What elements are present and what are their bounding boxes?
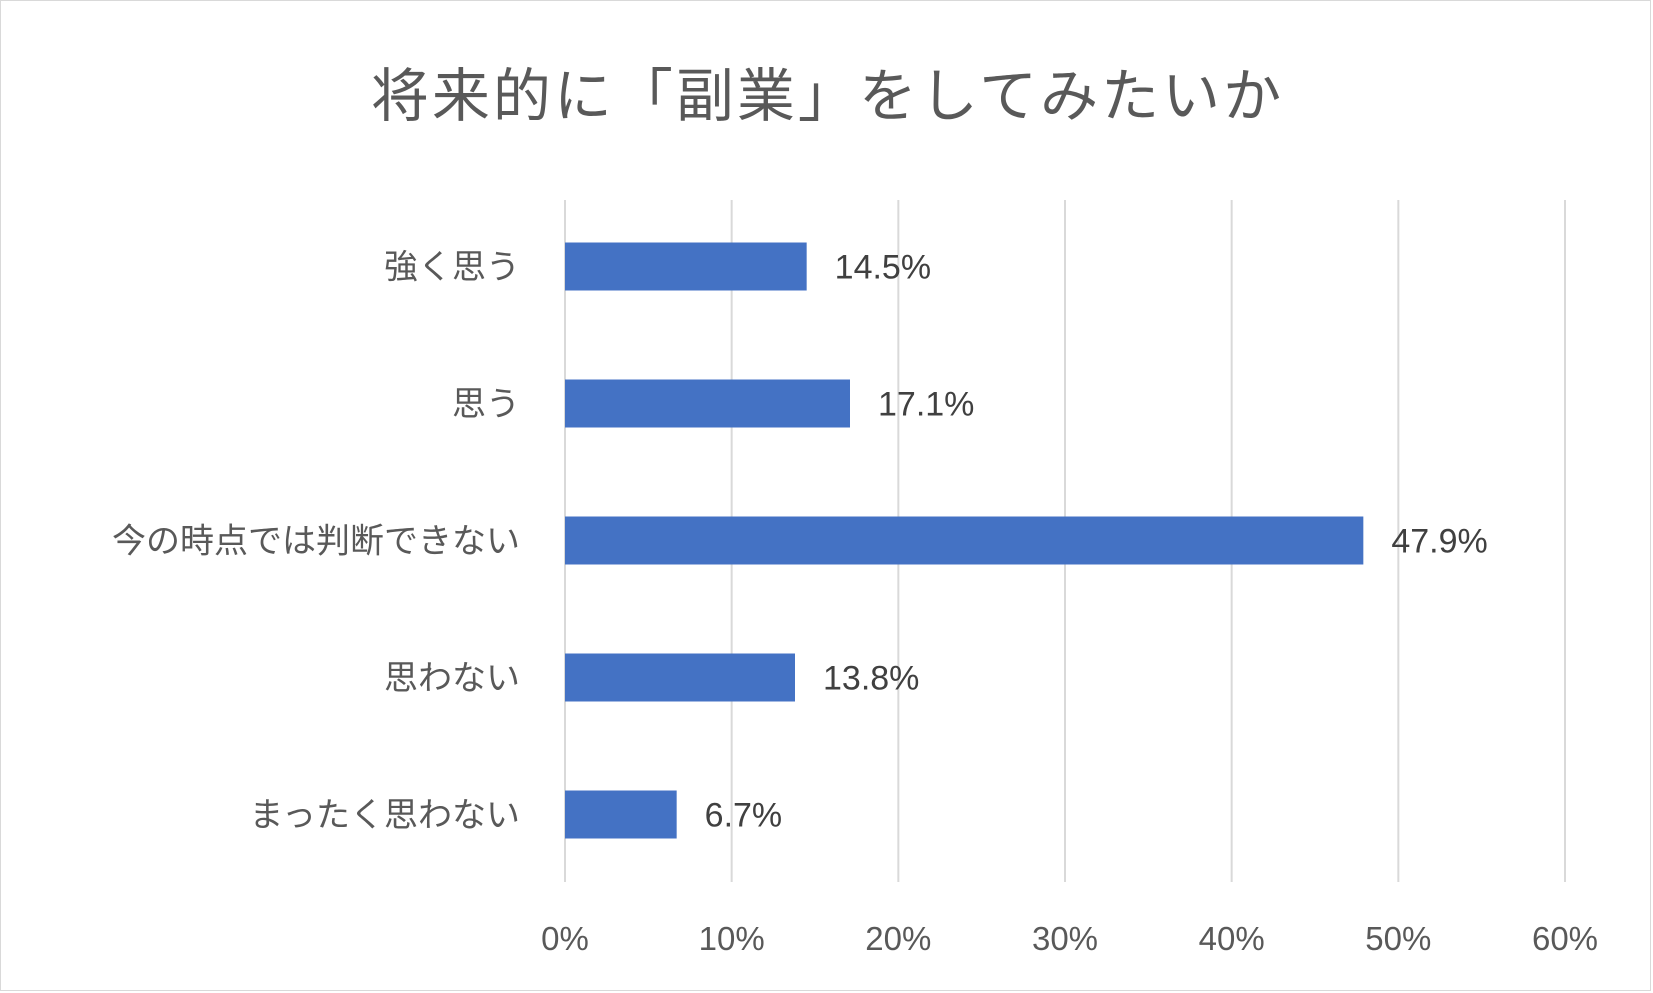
data-label: 13.8% bbox=[823, 660, 919, 698]
bar bbox=[565, 653, 795, 702]
x-tick-label: 0% bbox=[541, 920, 589, 957]
category-label: 思わない bbox=[384, 659, 520, 699]
data-label: 17.1% bbox=[878, 386, 974, 424]
bar bbox=[565, 242, 807, 291]
x-tick-label: 40% bbox=[1199, 920, 1265, 957]
x-tick-label: 50% bbox=[1365, 920, 1431, 957]
bar bbox=[565, 790, 677, 839]
x-tick-label: 10% bbox=[699, 920, 765, 957]
category-label: 強く思う bbox=[384, 248, 520, 288]
bar bbox=[565, 516, 1364, 565]
data-label: 14.5% bbox=[835, 249, 931, 287]
data-label: 47.9% bbox=[1391, 523, 1487, 561]
x-tick-label: 30% bbox=[1032, 920, 1098, 957]
data-label: 6.7% bbox=[705, 797, 783, 835]
chart-title: 将来的に「副業」をしてみたいか bbox=[370, 62, 1285, 130]
bar bbox=[565, 379, 850, 428]
x-tick-label: 60% bbox=[1532, 920, 1598, 957]
category-label: 今の時点では判断できない bbox=[112, 522, 520, 562]
category-label: 思う bbox=[452, 385, 520, 425]
category-label: まったく思わない bbox=[249, 796, 520, 836]
x-tick-label: 20% bbox=[865, 920, 931, 957]
